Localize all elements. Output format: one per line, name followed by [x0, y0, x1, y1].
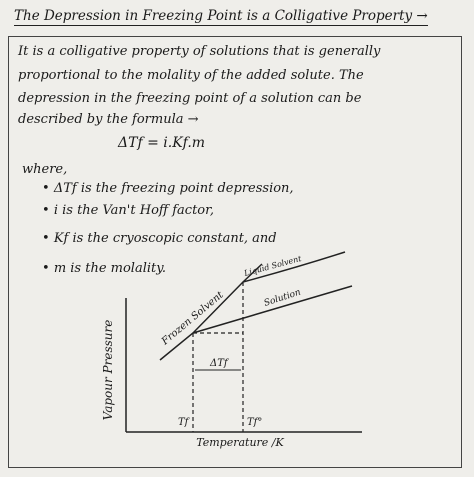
- bullet: • ΔTf is the freezing point depression,: [42, 181, 294, 196]
- curve-label: Solution: [263, 288, 302, 309]
- bullet-text: Kf is the cryoscopic constant, and: [53, 231, 277, 246]
- tick-label: Tf: [178, 417, 191, 428]
- bullet: • Kf is the cryoscopic constant, and: [42, 231, 277, 246]
- x-axis-label: Temperature /K: [196, 436, 284, 449]
- liquid-solvent-curve: [242, 251, 346, 283]
- y-axis-label: Vapour Pressure: [101, 320, 115, 421]
- paragraph-line: described by the formula →: [18, 112, 199, 127]
- bullet-text: ΔTf is the freezing point depression,: [53, 181, 294, 196]
- curve-label: Frozen Solvent: [159, 289, 226, 348]
- paragraph-line: proportional to the molality of the adde…: [18, 68, 364, 83]
- bullet: • i is the Van't Hoff factor,: [42, 203, 215, 218]
- frame: [8, 36, 462, 468]
- bullet-text: i is the Van't Hoff factor,: [53, 203, 215, 218]
- formula: ΔTf = i.Kf.m: [118, 135, 206, 151]
- paragraph-line: depression in the freezing point of a so…: [18, 91, 362, 106]
- bullet-text: m is the molality.: [53, 261, 167, 276]
- title: The Depression in Freezing Point is a Co…: [14, 8, 428, 26]
- solution-curve: [192, 285, 353, 334]
- tick-label: Tf°: [247, 417, 262, 428]
- delta-label: ΔTf: [209, 358, 230, 369]
- bullet: • m is the molality.: [42, 261, 167, 276]
- paragraph-line: It is a colligative property of solution…: [18, 44, 381, 59]
- where: where,: [22, 162, 68, 177]
- frozen-solvent-curve: [159, 263, 263, 361]
